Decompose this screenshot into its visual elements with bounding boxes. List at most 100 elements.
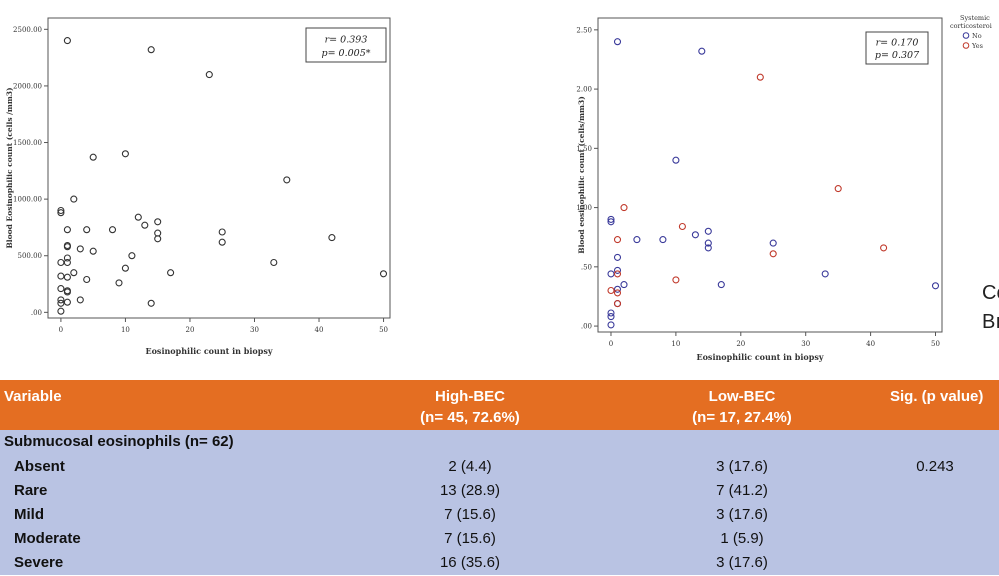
x-axis-label: Eosinophilic count in biopsy [697, 352, 824, 362]
row-label: Absent [14, 458, 65, 475]
x-tick-label: 10 [671, 340, 680, 348]
header-high-bec-n: (n= 45, 72.6%) [420, 409, 520, 426]
data-point [678, 222, 686, 231]
data-point [63, 254, 71, 262]
data-point [834, 185, 842, 193]
data-point [613, 300, 622, 308]
data-point [89, 247, 97, 255]
data-point [154, 235, 162, 243]
y-tick-label: .00 [31, 309, 42, 317]
data-point [83, 226, 91, 234]
table-row: Rare 13 (28.9) 7 (41.2) [0, 480, 999, 504]
data-point [620, 204, 628, 212]
data-point [63, 288, 71, 296]
row-high-value: 13 (28.9) [439, 482, 501, 499]
comparison-table: Variable High-BEC (n= 45, 72.6%) Low-BEC… [0, 380, 999, 575]
data-point [607, 313, 615, 321]
row-high-value: 7 (15.6) [444, 530, 496, 547]
row-label: Rare [14, 482, 48, 499]
series-no [607, 38, 940, 329]
x-tick-label: 0 [59, 326, 63, 334]
header-sig: Sig. (p value) [890, 388, 984, 405]
row-low-value: 3 (17.6) [716, 458, 768, 475]
series-yes [607, 73, 888, 308]
y-tick-label: 1000.00 [13, 196, 42, 204]
x-tick-label: 0 [609, 340, 613, 348]
data-point [672, 276, 680, 284]
data-point [70, 269, 78, 277]
row-label: Severe [14, 554, 64, 571]
data-point [270, 258, 278, 267]
data-point [63, 243, 71, 251]
row-low-value: 3 (17.6) [716, 506, 768, 523]
charts-area: 0 10 20 30 40 50.00500.001000.001500.002000.0… [5, 14, 992, 362]
data-point [134, 213, 142, 221]
y-tick-label: .50 [581, 263, 592, 271]
data-point [63, 298, 71, 306]
data-point [691, 231, 699, 239]
row-high-value: 16 (35.6) [439, 554, 501, 571]
data-point [63, 37, 71, 45]
data-point [147, 299, 155, 307]
data-point [63, 258, 71, 267]
data-point [154, 218, 162, 226]
x-tick-label: 20 [736, 340, 745, 348]
data-point [218, 238, 226, 246]
data-point [613, 253, 622, 261]
row-label: Mild [14, 506, 44, 523]
data-point [218, 228, 226, 236]
row-high-value: 2 (4.4) [448, 458, 492, 475]
row-low-value: 7 (41.2) [716, 482, 768, 499]
data-point [769, 250, 777, 258]
data-point [63, 226, 71, 234]
cut-off-text-line1: Co [982, 282, 999, 304]
row-label: Moderate [14, 530, 81, 547]
x-tick-label: 40 [866, 340, 875, 348]
legend-label: No [972, 32, 982, 40]
data-point [89, 153, 97, 161]
data-point [607, 309, 615, 317]
data-point [141, 221, 149, 229]
stat-p: p= 0.005* [321, 48, 370, 59]
data-point [607, 215, 615, 223]
row-high-value: 7 (15.6) [444, 506, 496, 523]
stat-r: r= 0.393 [325, 34, 368, 45]
y-tick-label: 2.50 [576, 26, 592, 34]
y-axis-label: Blood Eosinophilic count (cells /mm3) [5, 87, 14, 248]
legend-title-line2: corticosteroi [950, 22, 992, 30]
header-low-bec: Low-BEC [708, 388, 776, 405]
y-tick-label: 1500.00 [13, 139, 42, 147]
data-point [633, 236, 641, 244]
table-row: Mild 7 (15.6) 3 (17.6) [0, 504, 999, 528]
scatter-chart-1: 0 10 20 30 40 50 .00 500.00 1000.00 1500.00 2000.0… [5, 17, 391, 356]
data-point [613, 38, 622, 46]
data-point [379, 270, 388, 278]
scatter-chart-2: 0 10 20 30 40 50 .00 .50 1.00 1.50 2.00 2.50 Eosinop… [576, 14, 991, 362]
data-point [769, 239, 777, 247]
data-point [128, 252, 136, 260]
x-tick-label: 10 [121, 326, 130, 334]
table-row: Moderate 7 (15.6) 1 (5.9) [0, 528, 999, 552]
x-tick-label: 30 [801, 340, 810, 348]
header-low-bec-n: (n= 17, 27.4%) [692, 409, 792, 426]
plot-frame [47, 17, 391, 319]
data-point [57, 209, 65, 217]
data-point [672, 156, 680, 164]
series-1 [57, 37, 388, 315]
data-point [717, 281, 725, 289]
data-point [154, 229, 162, 237]
data-point [283, 176, 291, 184]
data-point [821, 270, 829, 278]
data-point [76, 245, 84, 253]
y-tick-label: 1.00 [576, 204, 592, 212]
data-point [607, 270, 615, 278]
data-point [76, 296, 84, 304]
table-row: Severe 16 (35.6) 3 (17.6) [0, 552, 999, 576]
data-point [63, 273, 71, 281]
data-point [57, 296, 65, 304]
section-title: Submucosal eosinophils (n= 62) [4, 433, 234, 450]
x-tick-label: 50 [931, 340, 940, 348]
x-tick-label: 50 [379, 326, 388, 334]
data-point [756, 73, 764, 81]
